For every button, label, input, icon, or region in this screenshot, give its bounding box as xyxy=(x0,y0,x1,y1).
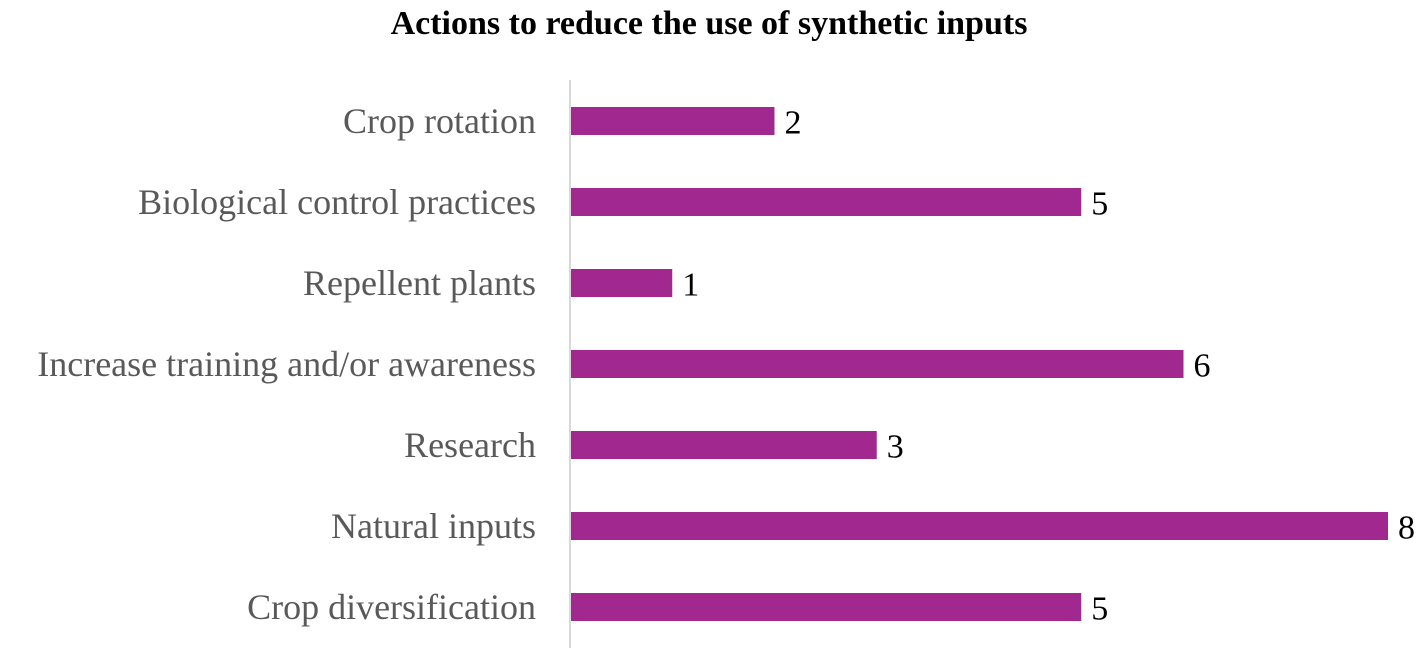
value-label-biological-control-practices: 5 xyxy=(1091,186,1108,223)
bar-research xyxy=(570,431,877,459)
category-label-repellent-plants: Repellent plants xyxy=(303,263,536,303)
category-label-research: Research xyxy=(404,425,536,465)
value-labels-layer: 2 5 1 6 3 8 5 xyxy=(682,105,1415,628)
category-label-increase-training-and-or-awareness: Increase training and/or awareness xyxy=(37,344,536,384)
value-label-research: 3 xyxy=(887,429,904,466)
bar-crop-rotation xyxy=(570,107,775,135)
category-label-biological-control-practices: Biological control practices xyxy=(138,182,536,222)
value-label-natural-inputs: 8 xyxy=(1398,510,1415,547)
bar-increase-training-and-or-awareness xyxy=(570,350,1184,378)
chart-title: Actions to reduce the use of synthetic i… xyxy=(390,5,1028,42)
value-label-crop-diversification: 5 xyxy=(1091,591,1108,628)
value-label-repellent-plants: 1 xyxy=(682,267,699,304)
category-label-crop-diversification: Crop diversification xyxy=(247,587,536,627)
bar-biological-control-practices xyxy=(570,188,1082,216)
value-label-increase-training-and-or-awareness: 6 xyxy=(1194,348,1211,385)
category-labels-layer: Crop rotation Biological control practice… xyxy=(37,101,536,627)
bars-layer xyxy=(570,107,1388,621)
category-label-crop-rotation: Crop rotation xyxy=(343,101,536,141)
bar-natural-inputs xyxy=(570,512,1388,540)
category-label-natural-inputs: Natural inputs xyxy=(331,506,536,546)
bar-repellent-plants xyxy=(570,269,673,297)
value-label-crop-rotation: 2 xyxy=(785,105,802,142)
bar-crop-diversification xyxy=(570,593,1082,621)
